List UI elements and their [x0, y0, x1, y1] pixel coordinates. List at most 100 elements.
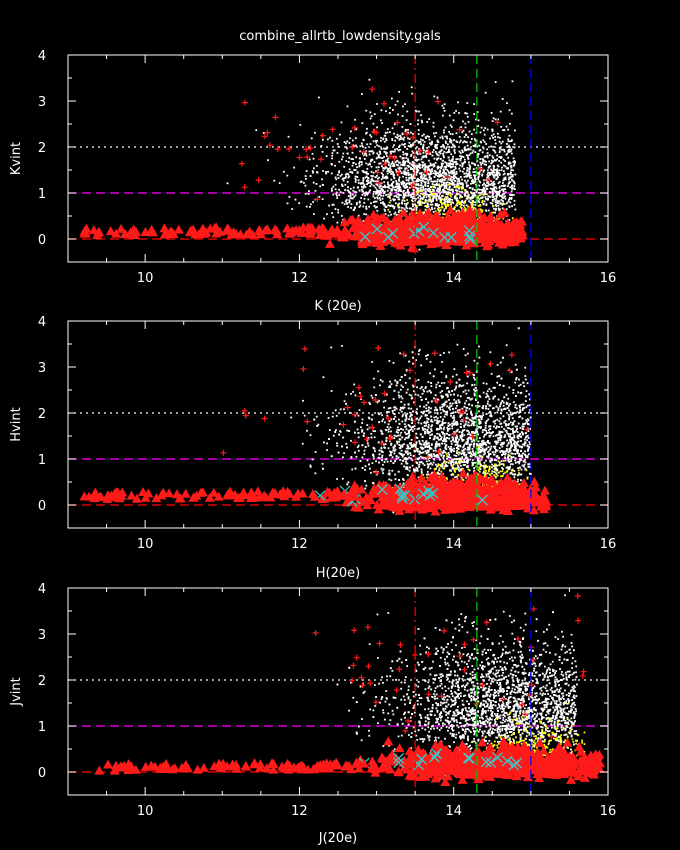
point-white-dot [489, 447, 492, 450]
point-white-dot [434, 143, 437, 146]
point-white-dot [483, 451, 486, 454]
point-yellow-dot [425, 204, 428, 207]
point-white-dot [426, 170, 429, 172]
point-white-dot [483, 200, 486, 203]
point-white-dot [358, 200, 361, 203]
point-white-dot [483, 182, 485, 185]
point-white-dot [461, 165, 464, 168]
point-white-dot [453, 144, 456, 147]
point-yellow-dot [421, 189, 424, 192]
point-white-dot [480, 163, 483, 166]
point-white-dot [503, 428, 506, 431]
point-white-dot [326, 442, 328, 445]
point-white-dot [426, 449, 429, 452]
point-white-dot [470, 196, 473, 199]
point-white-dot [466, 144, 469, 147]
point-white-dot [377, 166, 380, 169]
point-white-dot [420, 138, 422, 141]
point-white-dot [358, 162, 361, 165]
point-yellow-dot [407, 201, 409, 204]
point-white-dot [448, 159, 451, 162]
point-white-dot [337, 211, 340, 214]
point-white-dot [487, 446, 490, 448]
point-white-dot [465, 184, 468, 187]
point-red-plus [241, 99, 248, 106]
point-red-triangle [463, 216, 474, 226]
point-white-dot [466, 195, 468, 198]
point-white-dot [407, 174, 410, 176]
point-white-dot [431, 433, 433, 436]
point-white-dot [442, 153, 445, 155]
point-white-dot [451, 158, 454, 161]
point-white-dot [492, 145, 495, 148]
point-white-dot [516, 410, 519, 413]
point-white-dot [424, 190, 427, 193]
point-white-dot [372, 195, 375, 198]
point-white-dot [429, 434, 432, 437]
point-white-dot [346, 152, 349, 155]
point-white-dot [503, 164, 505, 167]
point-white-dot [445, 376, 448, 379]
point-white-dot [385, 177, 388, 180]
point-white-dot [448, 130, 450, 133]
point-white-dot [364, 465, 367, 468]
point-white-dot [395, 458, 398, 460]
point-yellow-dot [449, 201, 452, 204]
point-white-dot [357, 182, 360, 184]
point-white-dot [392, 186, 395, 189]
point-white-dot [406, 110, 409, 113]
point-white-dot [482, 453, 485, 456]
point-white-dot [462, 129, 465, 132]
point-white-dot [475, 428, 478, 431]
point-white-dot [443, 170, 445, 173]
point-yellow-dot [457, 185, 460, 187]
point-yellow-dot [417, 191, 420, 193]
point-white-dot [391, 469, 394, 472]
point-white-dot [448, 164, 451, 167]
point-white-dot [415, 179, 418, 182]
point-white-dot [512, 427, 514, 430]
point-white-dot [383, 204, 386, 207]
point-white-dot [417, 123, 419, 126]
point-white-dot [500, 125, 503, 128]
point-white-dot [428, 176, 431, 179]
point-red-plus [238, 160, 245, 167]
point-white-dot [499, 147, 501, 150]
point-white-dot [435, 189, 438, 192]
point-white-dot [408, 186, 411, 189]
point-white-dot [465, 134, 468, 137]
point-white-dot [362, 205, 365, 208]
point-white-dot [446, 413, 448, 416]
point-white-dot [479, 149, 482, 151]
point-white-dot [494, 151, 497, 154]
point-white-dot [347, 176, 350, 179]
point-white-dot [337, 145, 340, 148]
point-white-dot [356, 166, 358, 169]
point-white-dot [395, 181, 398, 184]
point-white-dot [476, 404, 479, 407]
point-white-dot [413, 173, 416, 176]
point-white-dot [405, 176, 408, 179]
point-white-dot [403, 172, 406, 175]
point-white-dot [314, 131, 316, 134]
point-white-dot [373, 113, 376, 116]
point-white-dot [461, 149, 464, 152]
point-white-dot [365, 150, 368, 153]
point-white-dot [402, 143, 405, 146]
point-white-dot [520, 468, 523, 471]
point-white-dot [443, 187, 446, 190]
point-white-dot [309, 175, 312, 177]
point-white-dot [442, 144, 445, 147]
point-white-dot [466, 175, 469, 177]
point-white-dot [467, 136, 470, 139]
point-red-plus [351, 124, 358, 131]
point-white-dot [429, 170, 432, 173]
point-white-dot [369, 143, 372, 145]
point-white-dot [400, 206, 403, 209]
point-white-dot [478, 173, 481, 176]
point-white-dot [421, 121, 424, 124]
point-white-dot [426, 168, 429, 171]
point-white-dot [500, 169, 503, 172]
point-white-dot [365, 132, 367, 135]
point-white-dot [335, 191, 338, 194]
